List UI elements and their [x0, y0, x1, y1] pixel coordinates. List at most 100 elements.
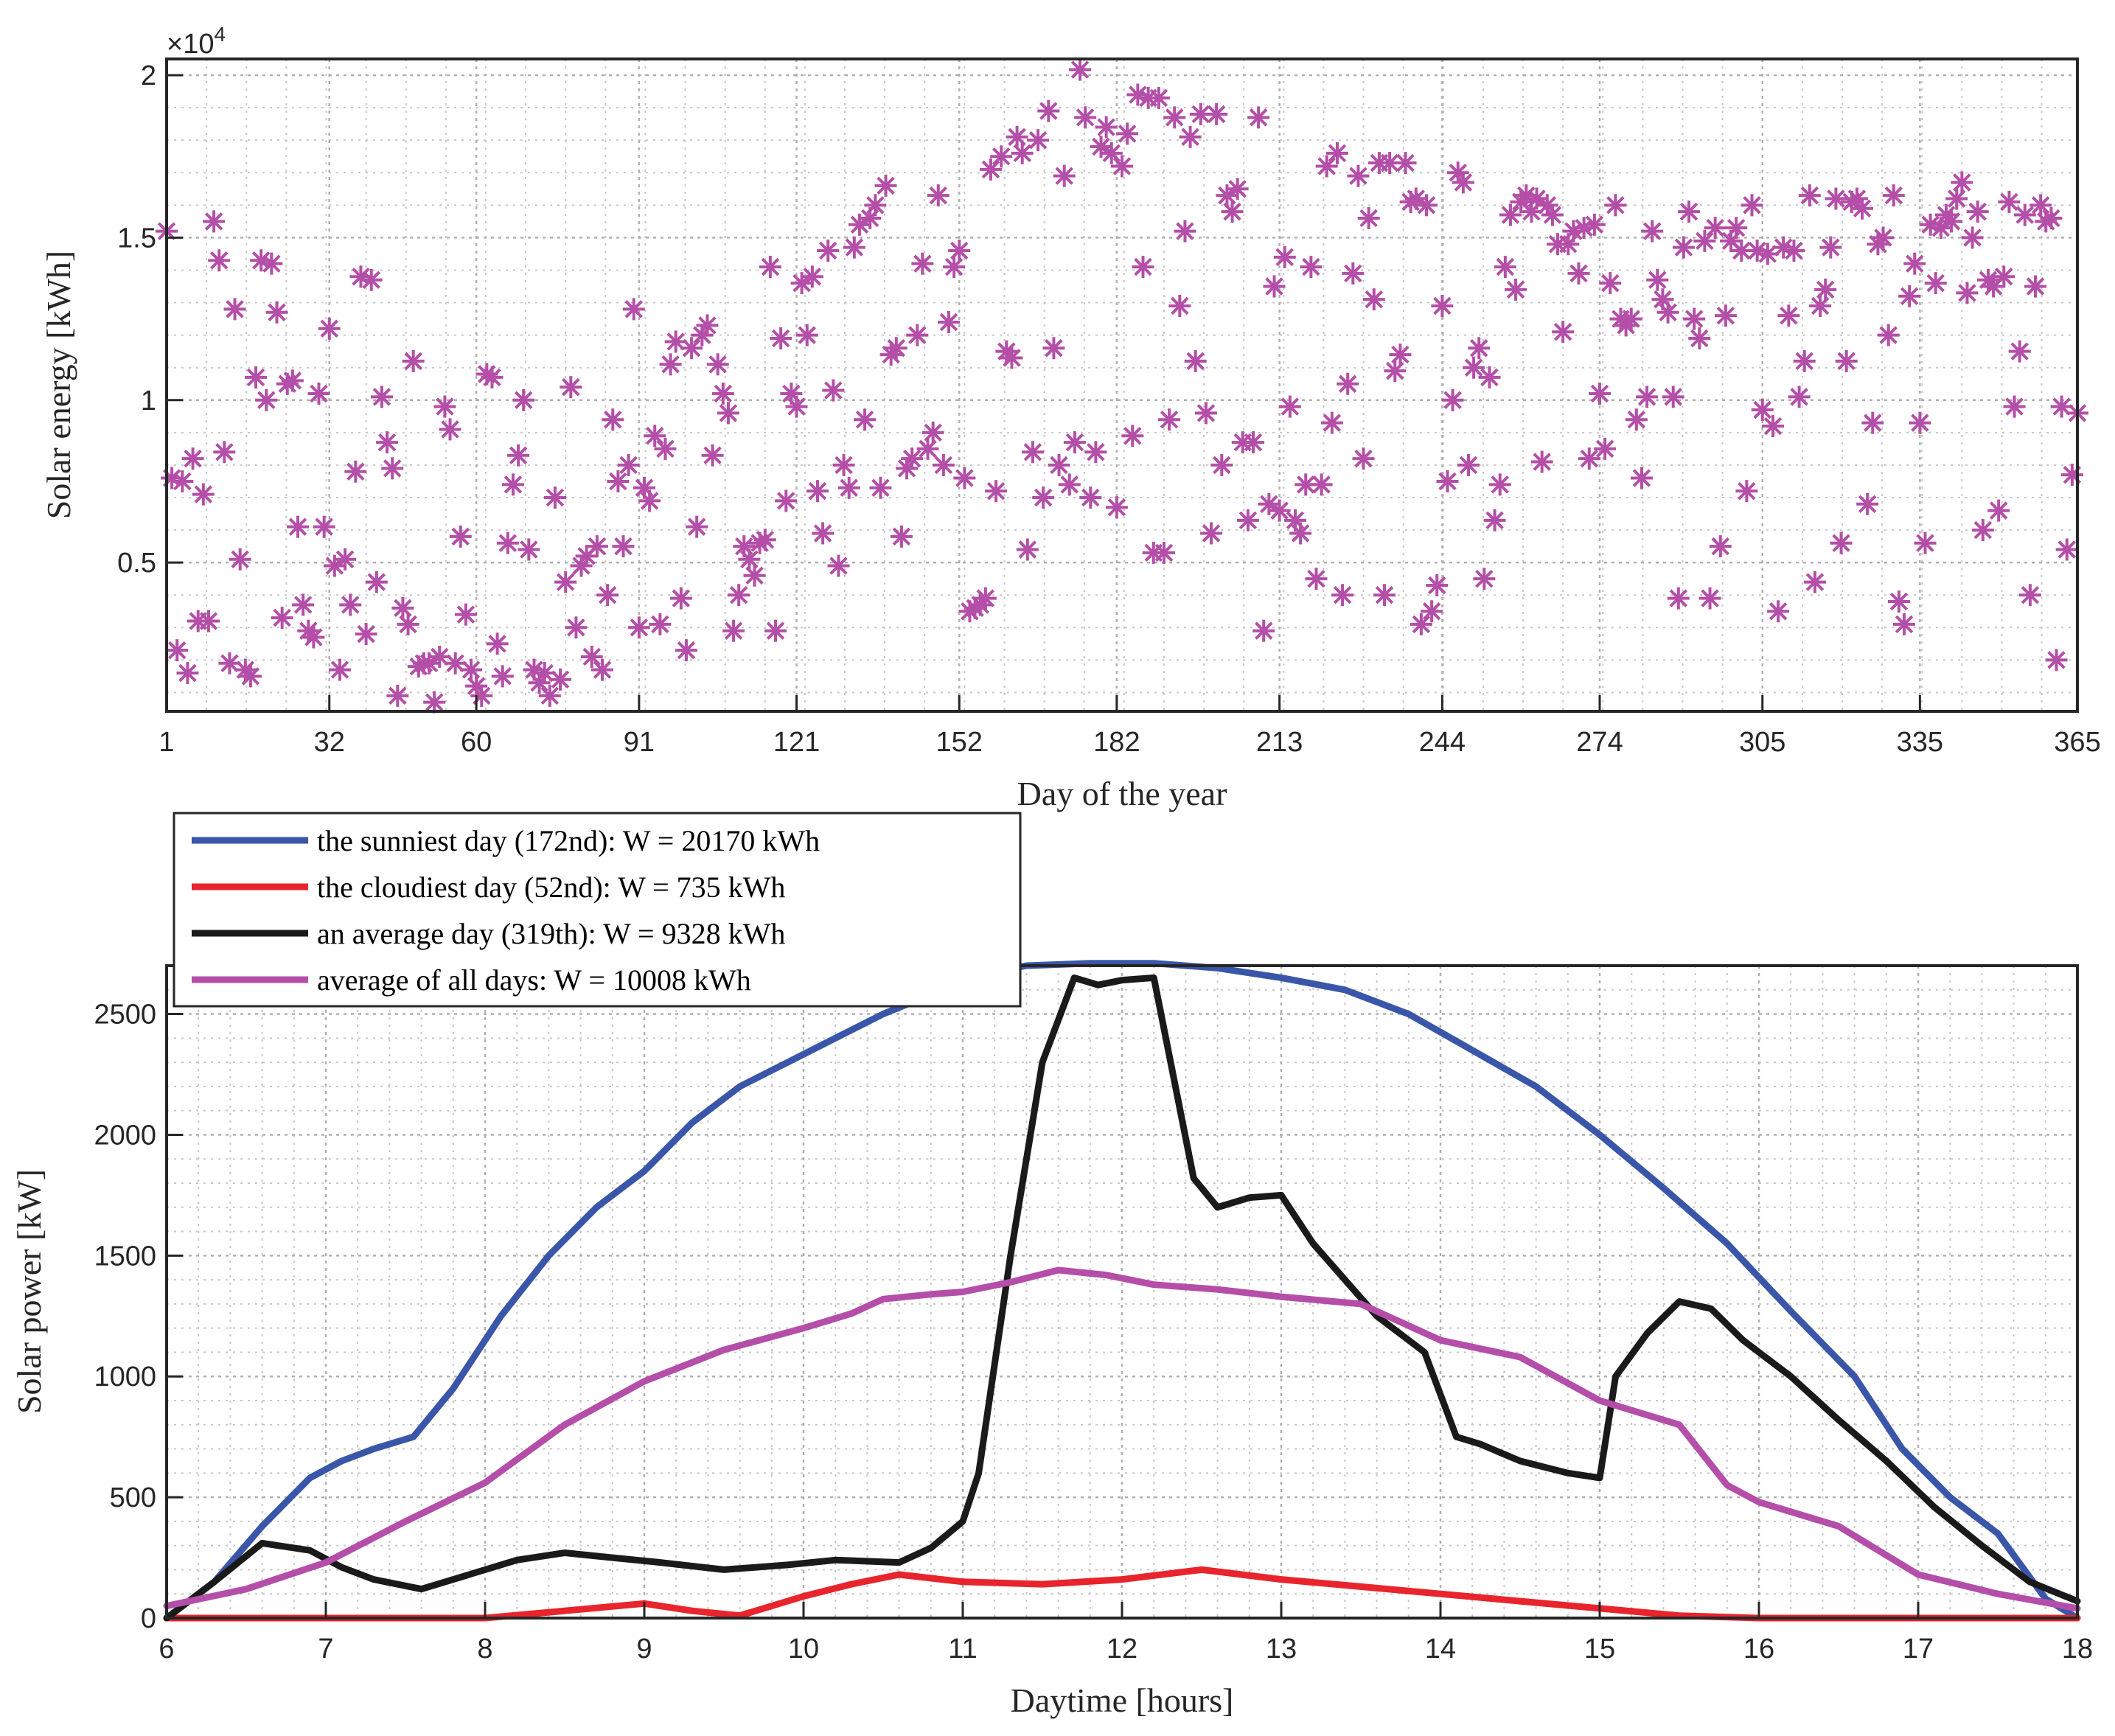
- energy-x-tick-label: 121: [773, 727, 820, 758]
- energy-point: [1735, 480, 1758, 503]
- energy-point: [644, 425, 666, 447]
- energy-point: [1688, 327, 1711, 350]
- power-y-tick-label: 0: [141, 1603, 156, 1634]
- energy-point: [397, 613, 419, 635]
- energy-point: [743, 564, 766, 587]
- energy-point: [916, 437, 939, 460]
- energy-point: [1788, 386, 1811, 408]
- energy-point: [1909, 411, 1931, 434]
- energy-point: [1263, 275, 1286, 298]
- energy-point: [1987, 499, 2010, 522]
- energy-x-tick-label: 91: [624, 727, 655, 758]
- energy-point: [1956, 282, 1979, 304]
- energy-point: [1394, 152, 1417, 175]
- power-legend: the sunniest day (172nd): W = 20170 kWh t…: [173, 812, 1022, 1008]
- energy-point: [1835, 349, 1858, 372]
- energy-point: [1814, 278, 1837, 301]
- energy-point: [1499, 203, 1522, 226]
- energy-plot-frame: [165, 57, 2079, 713]
- energy-y-ticks: 0.5 1 1.5 2: [117, 60, 183, 579]
- energy-point: [1247, 106, 1270, 129]
- energy-point: [1295, 473, 1317, 496]
- power-y-tick-label: 500: [110, 1482, 156, 1513]
- energy-point: [1305, 568, 1328, 590]
- energy-point: [1961, 226, 1984, 249]
- energy-point: [1053, 164, 1076, 187]
- energy-point: [686, 515, 708, 538]
- energy-point: [1861, 411, 1884, 434]
- energy-x-axis-label: Day of the year: [1017, 775, 1227, 812]
- energy-point: [696, 314, 719, 337]
- energy-point: [1761, 415, 1784, 438]
- energy-point: [1693, 229, 1716, 252]
- energy-point: [1069, 58, 1092, 81]
- energy-point: [1993, 265, 2015, 288]
- energy-point: [1541, 203, 1564, 226]
- power-y-tick-label: 1500: [94, 1241, 156, 1272]
- energy-point: [1594, 437, 1617, 460]
- energy-point: [1032, 486, 1055, 509]
- energy-points: [156, 58, 2088, 714]
- energy-point: [1179, 125, 1202, 148]
- energy-point: [1914, 531, 1937, 554]
- legend-label-sunniest: the sunniest day (172nd): W = 20170 kWh: [317, 824, 820, 857]
- energy-point: [901, 447, 924, 470]
- energy-x-tick-label: 274: [1576, 727, 1623, 758]
- energy-point: [675, 639, 697, 662]
- legend-label-cloudiest: the cloudiest day (52nd): W = 735 kWh: [317, 871, 785, 904]
- energy-x-tick-label: 60: [461, 727, 492, 758]
- energy-point: [1599, 272, 1622, 295]
- energy-point: [245, 366, 268, 388]
- energy-point: [1945, 187, 1968, 210]
- energy-point: [638, 489, 661, 512]
- energy-point: [1825, 187, 1847, 210]
- energy-point: [837, 476, 860, 499]
- energy-point: [2013, 203, 2036, 226]
- energy-point: [1982, 275, 2005, 298]
- energy-point: [591, 658, 614, 681]
- energy-point: [1163, 106, 1186, 129]
- energy-point: [239, 665, 262, 688]
- energy-point: [1851, 197, 1874, 220]
- legend-label-average-day: an average day (319th): W = 9328 kWh: [317, 917, 785, 950]
- energy-point: [543, 486, 566, 509]
- energy-point: [1457, 453, 1480, 476]
- energy-point: [1116, 122, 1139, 145]
- energy-point: [1379, 152, 1401, 175]
- energy-point: [328, 658, 351, 681]
- energy-point: [785, 395, 808, 418]
- energy-point: [1483, 509, 1506, 531]
- energy-point: [1132, 256, 1154, 279]
- energy-point: [827, 554, 850, 577]
- energy-point: [2040, 206, 2063, 229]
- energy-point: [2024, 275, 2047, 298]
- energy-point: [376, 431, 399, 454]
- energy-point: [1410, 613, 1432, 635]
- energy-point: [339, 593, 362, 616]
- energy-point: [1168, 294, 1191, 317]
- energy-point: [1882, 184, 1905, 207]
- energy-point: [1174, 220, 1196, 243]
- energy-point: [822, 379, 845, 402]
- energy-scatter-chart: 1 32 60 91 121 152 182 213 244 274 305 335 365 0.511…: [40, 23, 2101, 812]
- energy-point: [1924, 272, 1947, 295]
- energy-point: [1620, 307, 1642, 330]
- energy-point: [1803, 571, 1826, 593]
- energy-point: [365, 571, 388, 593]
- energy-point: [1772, 236, 1795, 259]
- energy-point: [501, 473, 524, 496]
- energy-point: [764, 619, 787, 642]
- energy-point: [2029, 194, 2052, 217]
- energy-point: [812, 522, 834, 545]
- energy-point: [1289, 522, 1312, 545]
- energy-point: [1315, 155, 1338, 178]
- energy-point: [1898, 285, 1921, 307]
- energy-point: [921, 421, 944, 444]
- energy-point: [287, 515, 310, 538]
- energy-point: [313, 515, 335, 538]
- energy-point: [759, 256, 781, 279]
- power-grid: [165, 966, 2079, 1620]
- energy-point: [1793, 349, 1816, 372]
- energy-point: [1678, 201, 1701, 223]
- energy-point: [1226, 178, 1249, 201]
